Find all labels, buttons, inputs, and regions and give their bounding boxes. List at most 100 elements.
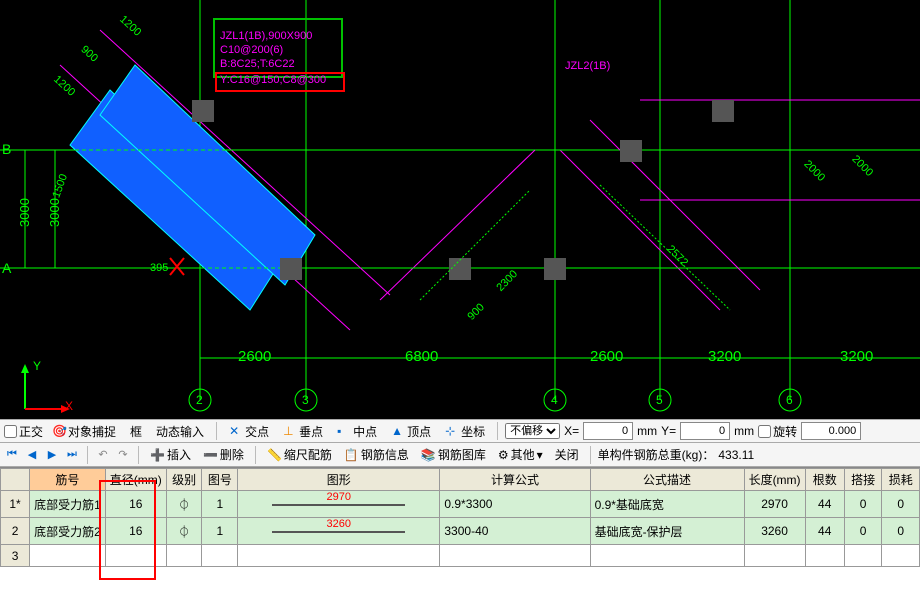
dynamic-input-toggle[interactable]: 动态输入 [151, 421, 209, 442]
dim-6800: 6800 [405, 348, 438, 365]
table-cell[interactable]: ⏀ [166, 518, 202, 545]
dim-2600b: 2600 [590, 348, 623, 365]
table-cell[interactable]: 3300-40 [440, 518, 590, 545]
col-header[interactable]: 级别 [166, 469, 202, 491]
table-cell[interactable]: 基础底宽-保护层 [590, 518, 744, 545]
table-cell[interactable]: 16 [105, 518, 166, 545]
table-cell[interactable]: 1 [202, 518, 238, 545]
table-cell[interactable]: 16 [105, 491, 166, 518]
snap-icon: 🎯 [52, 424, 66, 438]
x-label: X= [564, 424, 579, 438]
table-cell[interactable]: 44 [805, 491, 844, 518]
table-row[interactable]: 1*底部受力筋116⏀129700.9*33000.9*基础底宽29704400 [1, 491, 920, 518]
library-icon: 📚 [421, 448, 436, 462]
table-cell[interactable]: 底部受力筋1 [30, 491, 106, 518]
table-cell[interactable] [882, 545, 920, 567]
rebar-table[interactable]: 筋号直径(mm)级别图号图形计算公式公式描述长度(mm)根数搭接损耗 1*底部受… [0, 467, 920, 600]
angle-input[interactable] [801, 422, 861, 440]
grid-num-5: 5 [656, 393, 663, 407]
col-header[interactable]: 图形 [238, 469, 440, 491]
table-cell[interactable]: 0.9*3300 [440, 491, 590, 518]
beam-label-line2: C10@200(6) [220, 44, 283, 56]
table-cell[interactable]: 2970 [238, 491, 440, 518]
table-cell[interactable]: 2970 [744, 491, 805, 518]
table-row-empty[interactable]: 3 [1, 545, 920, 567]
offset-select[interactable]: 不偏移 [505, 423, 560, 439]
y-input[interactable] [680, 422, 730, 440]
col-header[interactable]: 直径(mm) [105, 469, 166, 491]
table-cell[interactable]: 0 [882, 491, 920, 518]
close-button[interactable]: 关闭 [551, 445, 583, 464]
beam-label-line4: Y:C16@150;C8@300 [220, 74, 326, 86]
rebar-library-button[interactable]: 📚钢筋图库 [417, 445, 490, 464]
table-cell[interactable]: 3260 [744, 518, 805, 545]
table-cell[interactable]: 1* [1, 491, 30, 518]
grid-num-4: 4 [551, 393, 558, 407]
table-cell[interactable]: 3260 [238, 518, 440, 545]
table-cell[interactable] [238, 545, 440, 567]
beam-label-2: JZL2(1B) [565, 60, 610, 72]
table-cell[interactable]: 1 [202, 491, 238, 518]
snap-toolbar: 正交 🎯对象捕捉 框 动态输入 ✕交点 ⊥垂点 ▪中点 ▲顶点 ⊹坐标 不偏移 … [0, 419, 920, 443]
col-header[interactable]: 根数 [805, 469, 844, 491]
redo-icon[interactable]: ↷ [115, 447, 131, 463]
coord-snap[interactable]: ⊹坐标 [440, 421, 490, 442]
table-cell[interactable]: 0.9*基础底宽 [590, 491, 744, 518]
table-cell[interactable] [30, 545, 106, 567]
col-header[interactable]: 公式描述 [590, 469, 744, 491]
perpendicular-snap[interactable]: ⊥垂点 [278, 421, 328, 442]
col-header[interactable] [1, 469, 30, 491]
undo-icon[interactable]: ↶ [95, 447, 111, 463]
mm-label-2: mm [734, 424, 754, 438]
cad-viewport[interactable]: JZL1(1B),900X900 C10@200(6) B:8C25;T:6C2… [0, 0, 920, 419]
table-cell[interactable] [105, 545, 166, 567]
col-header[interactable]: 损耗 [882, 469, 920, 491]
table-cell[interactable]: ⏀ [166, 491, 202, 518]
vertex-snap[interactable]: ▲顶点 [386, 421, 436, 442]
table-row[interactable]: 2底部受力筋216⏀132603300-40基础底宽-保护层32604400 [1, 518, 920, 545]
table-cell[interactable] [744, 545, 805, 567]
beam-label-line3: B:8C25;T:6C22 [220, 58, 295, 70]
table-cell[interactable]: 0 [844, 518, 882, 545]
rotate-toggle[interactable]: 旋转 [758, 423, 797, 440]
midpoint-snap[interactable]: ▪中点 [332, 421, 382, 442]
intersection-snap[interactable]: ✕交点 [224, 421, 274, 442]
table-cell[interactable] [805, 545, 844, 567]
table-cell[interactable] [166, 545, 202, 567]
table-cell[interactable]: 3 [1, 545, 30, 567]
grid-num-2: 2 [196, 393, 203, 407]
col-header[interactable]: 筋号 [30, 469, 106, 491]
table-cell[interactable] [590, 545, 744, 567]
gear-icon: ⚙ [498, 448, 509, 462]
table-cell[interactable]: 0 [844, 491, 882, 518]
delete-button[interactable]: ➖删除 [199, 445, 248, 464]
ortho-toggle[interactable]: 正交 [4, 423, 43, 440]
table-cell[interactable] [844, 545, 882, 567]
col-header[interactable]: 图号 [202, 469, 238, 491]
col-header[interactable]: 长度(mm) [744, 469, 805, 491]
vertex-icon: ▲ [391, 424, 405, 438]
nav-next-icon[interactable]: ▶ [44, 447, 60, 463]
table-cell[interactable]: 0 [882, 518, 920, 545]
rebar-info-button[interactable]: 📋钢筋信息 [340, 445, 413, 464]
nav-prev-icon[interactable]: ◀ [24, 447, 40, 463]
x-input[interactable] [583, 422, 633, 440]
col-header[interactable]: 搭接 [844, 469, 882, 491]
insert-button[interactable]: ➕插入 [146, 445, 195, 464]
mid-icon: ▪ [337, 424, 351, 438]
other-dropdown[interactable]: ⚙其他 ▾ [494, 445, 547, 464]
scale-rebar-button[interactable]: 📏缩尺配筋 [263, 445, 336, 464]
col-header[interactable]: 计算公式 [440, 469, 590, 491]
dim-3200b: 3200 [840, 348, 873, 365]
object-snap-toggle[interactable]: 🎯对象捕捉 [47, 421, 121, 442]
nav-last-icon[interactable]: ⏭ [64, 447, 80, 463]
table-cell[interactable]: 2 [1, 518, 30, 545]
nav-first-icon[interactable]: ⏮ [4, 447, 20, 463]
mm-label-1: mm [637, 424, 657, 438]
table-cell[interactable]: 44 [805, 518, 844, 545]
table-cell[interactable]: 底部受力筋2 [30, 518, 106, 545]
table-cell[interactable] [202, 545, 238, 567]
table-cell[interactable] [440, 545, 590, 567]
dim-395: 395 [150, 262, 168, 274]
frame-toggle[interactable]: 框 [125, 421, 147, 442]
